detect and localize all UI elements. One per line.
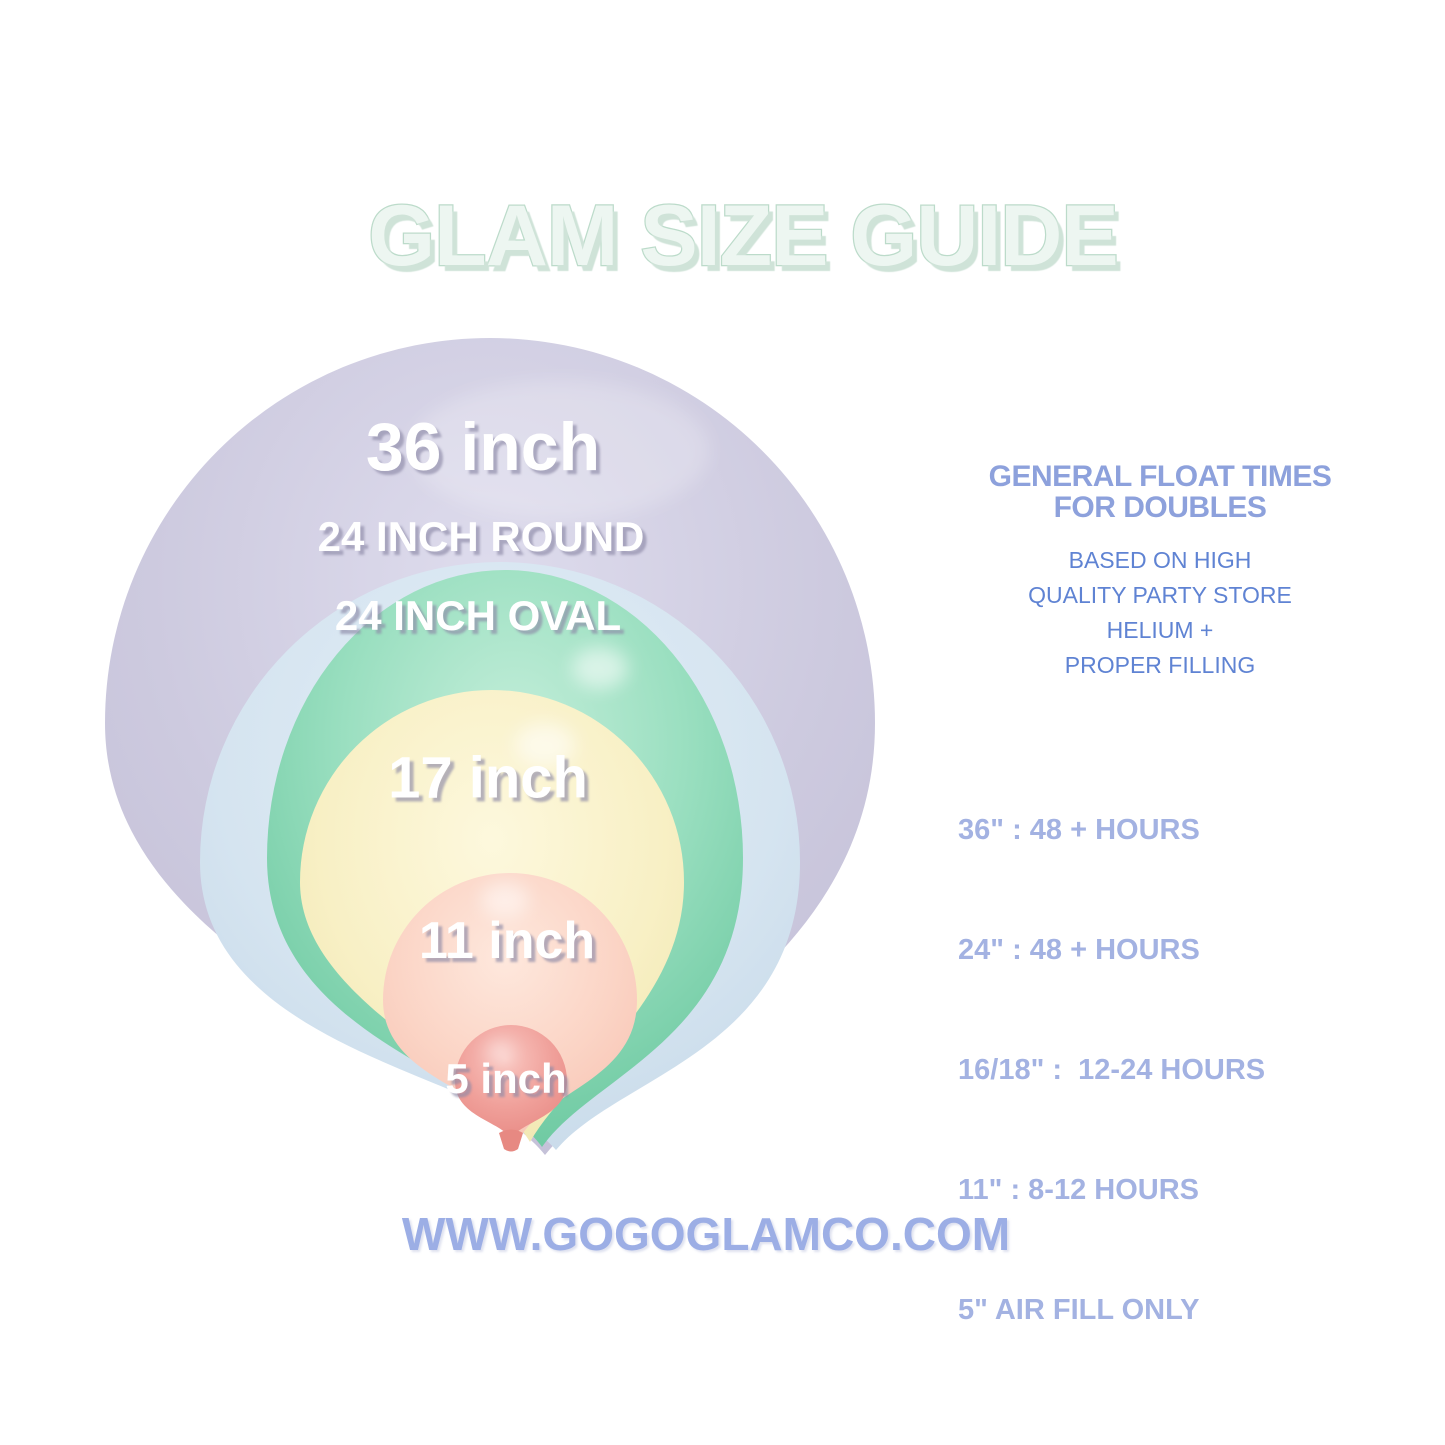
- float-times-heading: GENERAL FLOAT TIMES FOR DOUBLES: [920, 461, 1400, 523]
- balloon-5-inch-knot: [499, 1129, 523, 1152]
- balloon-label-5-inch: 5 inch: [445, 1055, 567, 1102]
- float-time-entry: 16/18" : 12-24 HOURS: [958, 1054, 1266, 1086]
- balloon-label-24-inch-oval: 24 INCH OVAL: [334, 592, 622, 639]
- balloon-highlights: [410, 380, 710, 1061]
- basis-line: BASED ON HIGH: [1068, 547, 1252, 573]
- balloon-label-24-inch-round: 24 INCH ROUND: [317, 513, 645, 560]
- page-title: GLAM SIZE GUIDE: [367, 187, 1120, 286]
- basis-line: HELIUM +: [1106, 617, 1214, 643]
- float-time-entry: 24" : 48 + HOURS: [958, 934, 1200, 966]
- balloon-label-36-inch: 36 inch: [365, 409, 601, 485]
- basis-line: PROPER FILLING: [1064, 652, 1256, 678]
- float-time-entry: 36" : 48 + HOURS: [958, 814, 1200, 846]
- float-times-heading-line2: FOR DOUBLES: [1053, 491, 1267, 524]
- balloon-11-inch: [383, 873, 637, 1138]
- float-time-entry: 11" : 8-12 HOURS: [958, 1174, 1200, 1206]
- float-times-list: 36" : 48 + HOURS 24" : 48 + HOURS 16/18"…: [958, 730, 1265, 1410]
- float-times-heading-line1: GENERAL FLOAT TIMES: [988, 460, 1332, 493]
- float-time-entry: 5" AIR FILL ONLY: [958, 1294, 1200, 1326]
- website-url: WWW.GOGOGLAMCO.COM: [401, 1208, 1011, 1260]
- balloon-5-inch: [455, 1025, 567, 1138]
- basis-line: QUALITY PARTY STORE: [1028, 582, 1292, 608]
- float-times-basis: BASED ON HIGH QUALITY PARTY STORE HELIUM…: [920, 543, 1400, 683]
- balloon-label-11-inch: 11 inch: [418, 912, 596, 970]
- balloon-label-17-inch: 17 inch: [388, 745, 588, 811]
